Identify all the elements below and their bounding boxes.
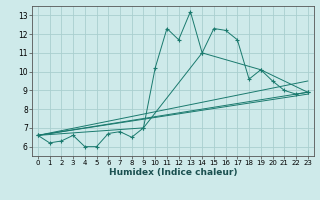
X-axis label: Humidex (Indice chaleur): Humidex (Indice chaleur) <box>108 168 237 177</box>
